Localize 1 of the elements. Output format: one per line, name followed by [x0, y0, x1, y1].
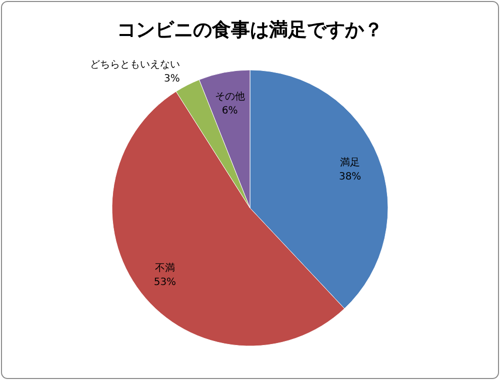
title: コンビニの食事は満足ですか？ — [117, 19, 383, 41]
